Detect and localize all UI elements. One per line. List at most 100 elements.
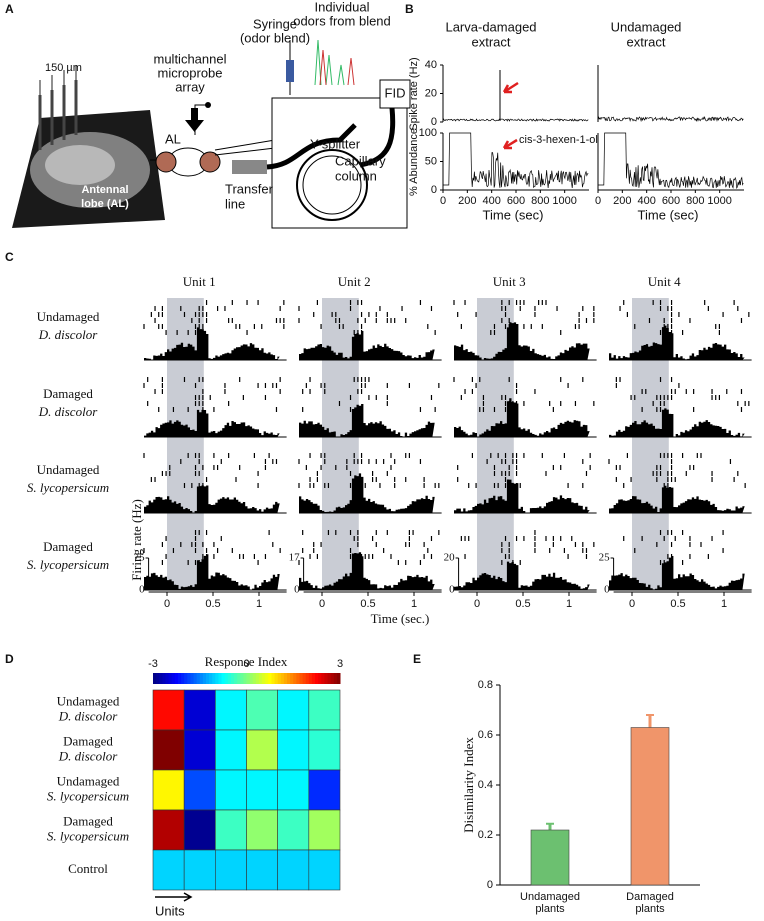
panel-label: B	[405, 2, 414, 16]
colorbar-step	[311, 673, 316, 684]
heat-cell	[183, 729, 216, 771]
b-title: extract	[626, 34, 665, 49]
y-tick-label: 0	[139, 584, 145, 596]
colorbar-step	[302, 673, 307, 684]
x-tick-label: 0	[595, 195, 601, 207]
row-label: Undamaged	[37, 462, 100, 477]
x-tick-label: 400	[482, 195, 500, 207]
colorbar-step	[290, 673, 294, 684]
probe-tip	[205, 102, 211, 108]
x-tick-label: 0.5	[360, 598, 375, 610]
colorbar-step	[227, 673, 232, 684]
y-tick-label: 0.2	[478, 829, 493, 841]
eye-left	[155, 151, 177, 173]
colorbar-step	[246, 673, 251, 684]
x-tick-label: plants	[635, 903, 665, 915]
arrow	[502, 138, 518, 150]
x-tick-label: 1	[256, 598, 262, 610]
chromatogram	[314, 39, 345, 86]
x-tick-label: 0.5	[670, 598, 685, 610]
row-label: Damaged	[43, 539, 93, 554]
row-label: D. discolor	[58, 708, 118, 723]
colorbar-step	[240, 673, 244, 684]
y-tick-label: 0	[604, 584, 610, 596]
y-tick-label: 25	[599, 552, 611, 564]
heat-cell	[308, 689, 341, 731]
syringe-label: Syringe	[253, 16, 297, 31]
unit-title: Unit 2	[338, 274, 371, 289]
x-tick-label: 800	[531, 195, 549, 207]
colorbar-step	[252, 673, 257, 684]
heat-cell	[215, 849, 247, 891]
x-tick-label: Damaged	[626, 891, 674, 903]
y-tick-label: 75	[134, 552, 146, 564]
b-title: extract	[471, 34, 510, 49]
psth	[299, 473, 435, 513]
colorbar-step	[224, 673, 229, 684]
transfer-line	[232, 160, 267, 174]
x-tick-label: 1	[721, 598, 727, 610]
air-lines	[214, 139, 276, 156]
psth	[454, 398, 590, 437]
electrode-wires	[39, 65, 77, 95]
colorbar-step	[230, 673, 235, 684]
colorbar-step	[271, 673, 276, 684]
x-tick-label: 1	[411, 598, 417, 610]
heat-cell	[277, 809, 310, 851]
heat-cell	[183, 689, 216, 731]
electrodes	[38, 80, 78, 150]
x-tick-label: 600	[507, 195, 525, 207]
colorbar-step	[205, 673, 210, 684]
row-label: D. discolor	[38, 327, 98, 342]
y-tick-label: 0.8	[478, 679, 493, 691]
colorbar-step	[318, 673, 322, 684]
column-label: Capillary	[335, 153, 386, 168]
y-tick-label: 0.4	[478, 779, 493, 791]
row-label: Damaged	[63, 813, 113, 828]
syringe	[286, 60, 294, 82]
lobe-label: Antennal	[81, 184, 128, 196]
colorbar-step	[153, 673, 157, 684]
abundance-trace	[442, 132, 589, 189]
panel-a-art	[12, 39, 411, 229]
colorbar-step	[171, 673, 176, 684]
column-label: column	[335, 168, 377, 183]
colorbar-step	[190, 673, 195, 684]
x-label: Time (sec)	[638, 207, 699, 222]
y-label: Spike rate (Hz)	[408, 57, 420, 130]
y-tick-label: 40	[425, 59, 437, 71]
panel-label: C	[5, 250, 14, 264]
y-label: % Abundance	[408, 128, 420, 196]
heat-cell	[152, 769, 185, 811]
chromatogram-2	[319, 49, 355, 86]
psth	[609, 485, 745, 513]
colorbar-step	[268, 673, 272, 684]
colorbar-step	[193, 673, 198, 684]
x-tick-label: 0.5	[515, 598, 530, 610]
heat-cell	[308, 849, 341, 891]
x-tick-label: 1000	[552, 195, 576, 207]
x-tick-label: 0	[164, 598, 170, 610]
colorbar-title: Response Index	[205, 654, 288, 669]
heat-cell	[152, 809, 185, 851]
x-tick-label: 0	[319, 598, 325, 610]
psth	[454, 561, 590, 590]
heat-cell	[246, 689, 278, 731]
y-tick-label: 0	[449, 584, 455, 596]
heat-cell	[152, 849, 185, 891]
heat-cell	[183, 809, 216, 851]
x-tick-label: 0	[440, 195, 446, 207]
colorbar-tick-label: 0	[243, 658, 249, 670]
x-tick-label: 0.5	[205, 598, 220, 610]
b-title: Undamaged	[611, 19, 682, 34]
colorbar-step	[174, 673, 179, 684]
colorbar-step	[218, 673, 223, 684]
x-tick-label: 200	[458, 195, 476, 207]
heat-cell	[277, 769, 310, 811]
colorbar-step	[324, 673, 329, 684]
array-label: multichannel	[154, 51, 227, 66]
panel-label: A	[5, 2, 14, 16]
column-path	[266, 123, 357, 170]
scale-label: 150 µm	[45, 62, 82, 74]
colorbar-step	[296, 673, 300, 684]
